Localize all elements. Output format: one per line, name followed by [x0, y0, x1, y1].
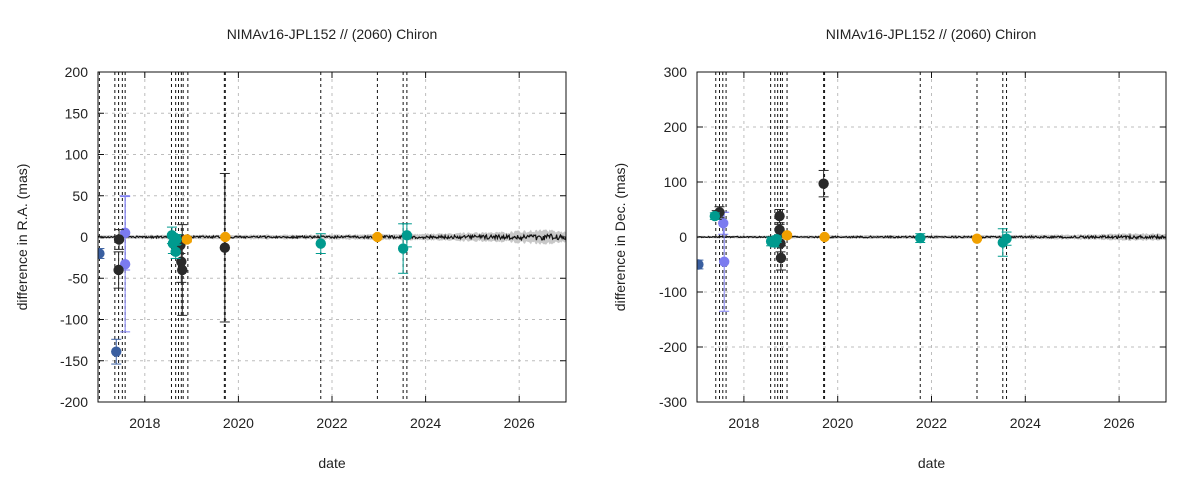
chart-panel-2: -300 -200 -100 0 100 200 300 2018 2020 2022 2024 20…: [612, 26, 1167, 471]
x-tick-label: 2020: [223, 415, 254, 431]
data-point: [315, 238, 326, 249]
data-point: [372, 231, 383, 243]
data-point: [181, 234, 193, 245]
x-tick-label: 2018: [728, 415, 759, 431]
data-point: [170, 246, 181, 258]
x-tick-label: 2024: [1010, 415, 1041, 431]
data-point: [781, 230, 793, 241]
data-point: [719, 256, 730, 267]
y-tick-label: 100: [664, 174, 688, 190]
y-tick-label: -150: [60, 353, 88, 369]
y-tick-label: 0: [679, 229, 687, 245]
data-point: [775, 252, 787, 264]
data-point: [171, 234, 182, 245]
chart-panel-1: -200 -150 -100 -50 0 50 100 150 200 2018 2020 2022 2…: [14, 26, 567, 471]
x-tick-label: 2024: [410, 415, 441, 431]
data-point: [915, 232, 926, 244]
y-tick-label: 50: [72, 188, 88, 204]
y-tick-label: -50: [68, 270, 88, 286]
data-point: [709, 210, 721, 222]
x-tick-label: 2026: [1104, 415, 1135, 431]
x-tick-label: 2026: [504, 415, 535, 431]
y-tick-label: 300: [664, 64, 688, 80]
data-point: [177, 264, 188, 276]
chart-title: NIMAv16-JPL152 // (2060) Chiron: [826, 26, 1037, 42]
data-point: [98, 248, 105, 259]
y-tick-label: -200: [60, 394, 88, 410]
y-tick-label: 150: [65, 105, 89, 121]
data-point: [718, 218, 729, 229]
x-axis-label: date: [918, 455, 945, 471]
y-tick-label: 100: [65, 147, 89, 163]
plot-area: [98, 72, 566, 402]
data-point: [1001, 233, 1012, 244]
data-point: [111, 346, 122, 357]
x-axis-label: date: [318, 455, 345, 471]
y-tick-label: 0: [80, 229, 88, 245]
chart-title: NIMAv16-JPL152 // (2060) Chiron: [227, 26, 438, 42]
y-tick-label: 200: [664, 119, 688, 135]
y-tick-label: -100: [659, 284, 687, 300]
y-tick-label: 200: [65, 64, 89, 80]
plot-area: [697, 72, 1166, 402]
data-point: [219, 242, 231, 253]
data-point: [774, 210, 785, 222]
y-axis-label: difference in R.A. (mas): [14, 164, 30, 311]
data-point: [220, 231, 231, 243]
data-point: [818, 178, 829, 189]
data-point: [176, 256, 187, 267]
x-tick-label: 2022: [916, 415, 947, 431]
y-tick-label: -100: [60, 312, 88, 328]
x-tick-label: 2022: [316, 415, 347, 431]
y-axis-label: difference in Dec. (mas): [612, 163, 628, 311]
data-point: [113, 234, 125, 245]
x-tick-label: 2020: [822, 415, 853, 431]
data-point: [819, 231, 830, 243]
data-point: [774, 224, 785, 236]
y-tick-label: -200: [659, 339, 687, 355]
data-point: [113, 264, 124, 276]
data-point: [401, 230, 413, 241]
y-tick-label: -300: [659, 394, 687, 410]
data-point: [771, 234, 782, 245]
x-tick-label: 2018: [129, 415, 160, 431]
data-point: [397, 243, 409, 254]
data-point: [971, 233, 983, 244]
data-point: [697, 259, 704, 270]
